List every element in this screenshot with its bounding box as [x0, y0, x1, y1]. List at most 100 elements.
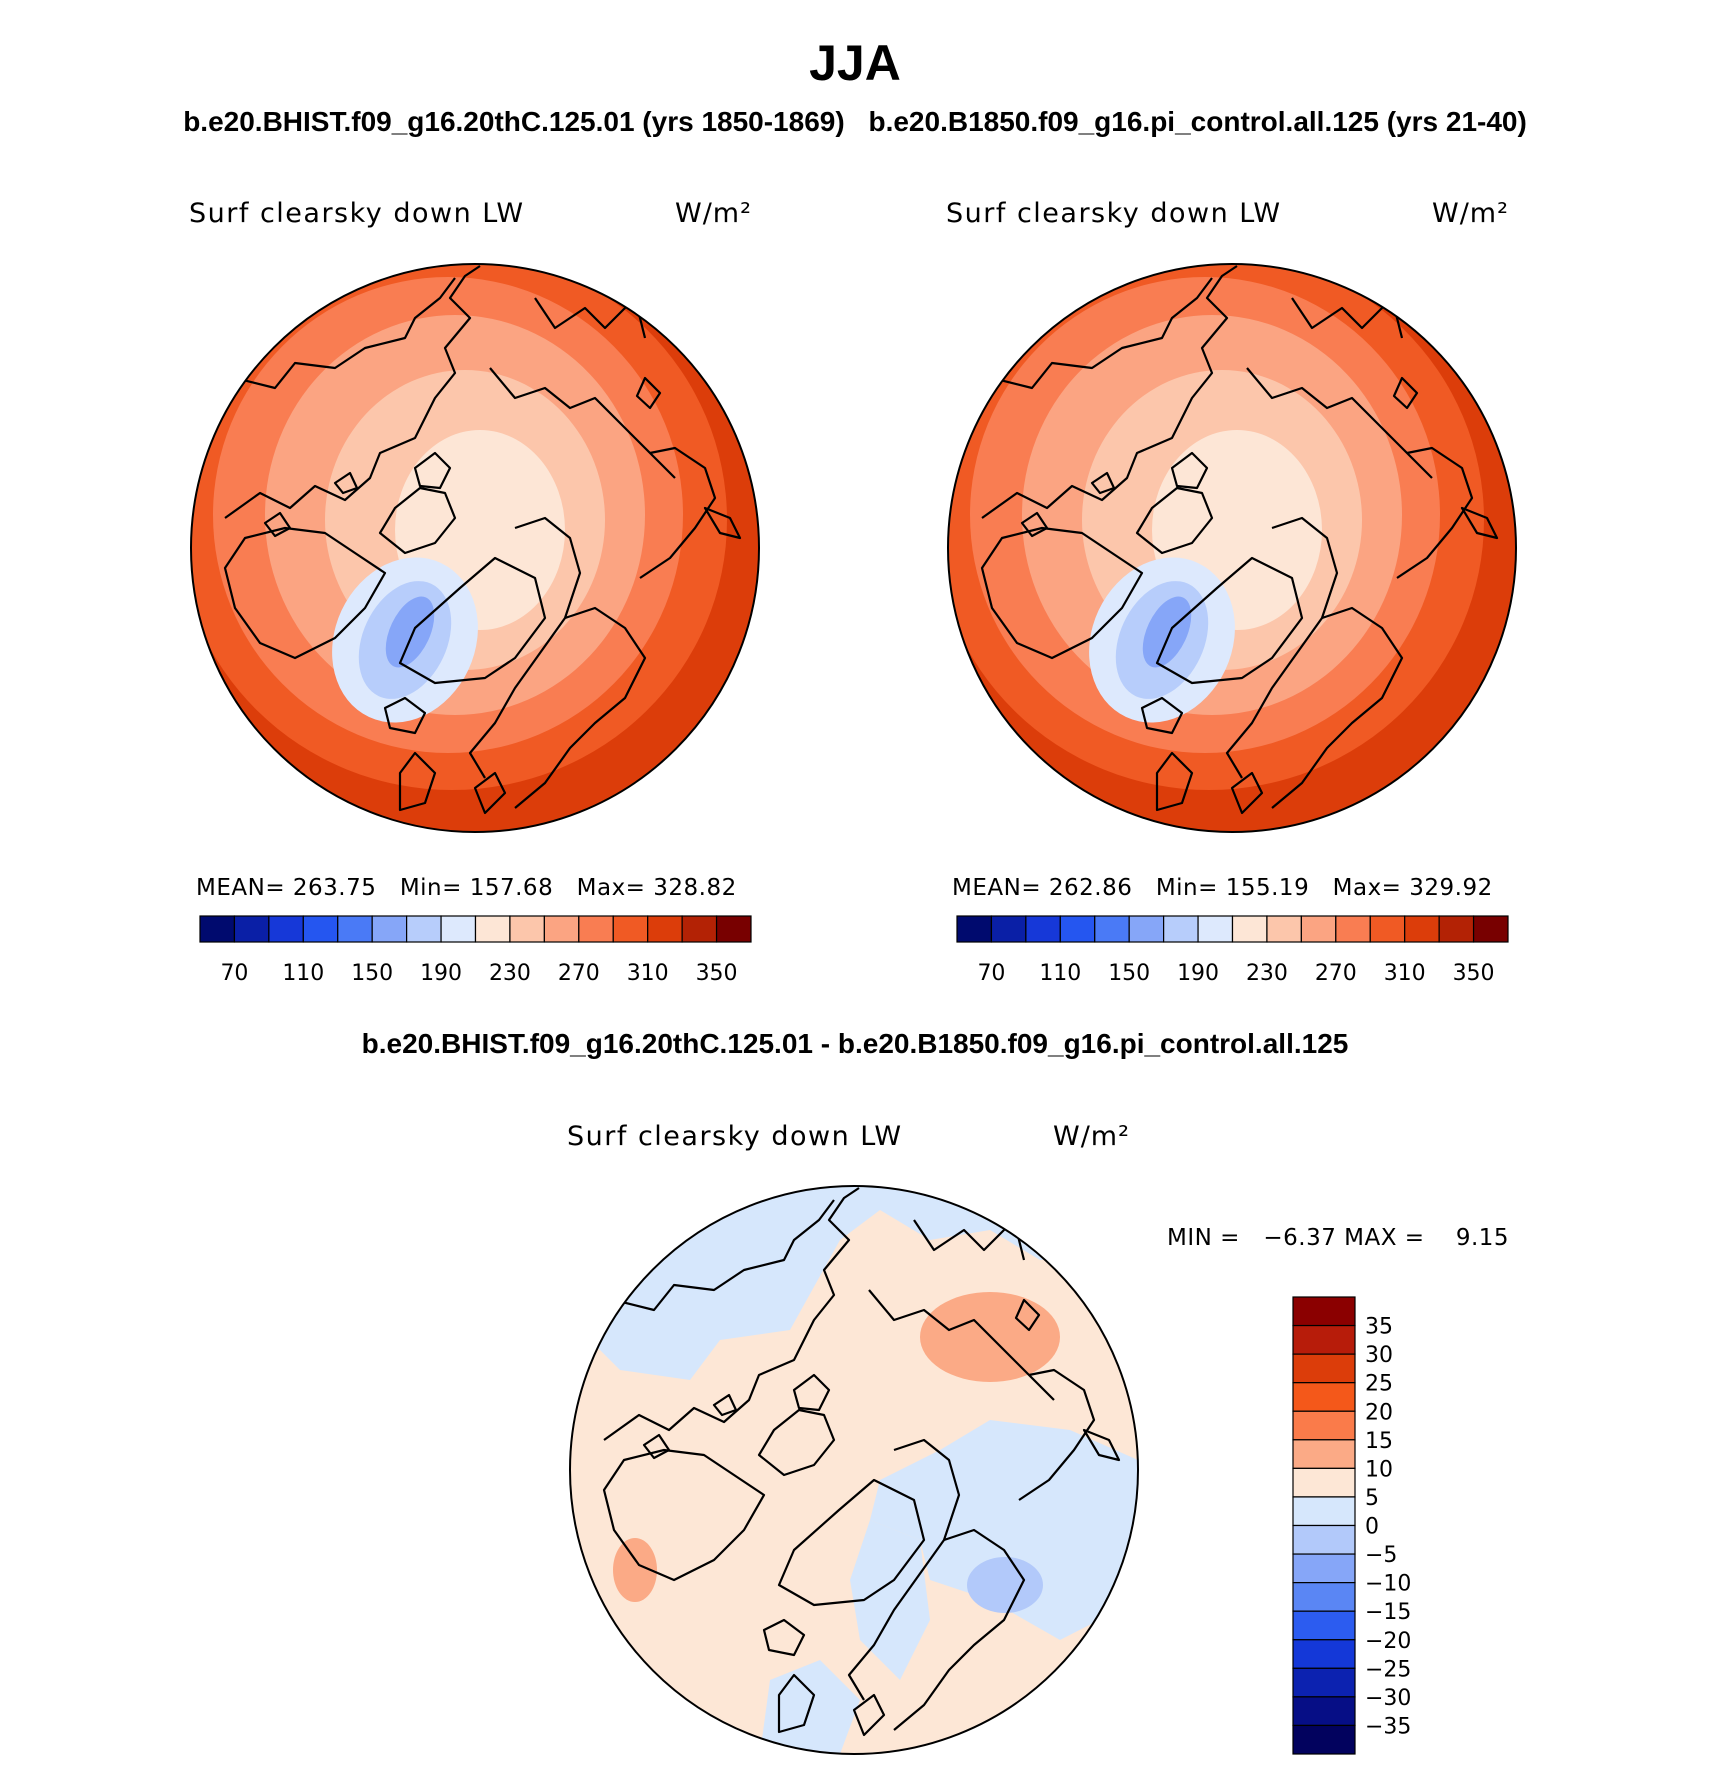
panel-1-stats: MEAN= 263.75 Min= 157.68 Max= 328.82 [196, 875, 737, 901]
case-b-name: b.e20.B1850.f09_g16.pi_control.all.125 (… [868, 106, 1527, 137]
colorbar-2-swatch [1197, 915, 1234, 943]
colorbar-diff-swatch [1292, 1639, 1356, 1669]
colorbar-diff-swatch [1292, 1496, 1356, 1527]
panel-2-units: W/m² [1432, 198, 1509, 229]
colorbar-diff-label: 10 [1365, 1457, 1393, 1482]
colorbar-2-swatch [1438, 915, 1475, 943]
colorbar-diff-label: 5 [1365, 1486, 1379, 1511]
colorbar-2-label: 270 [1315, 961, 1357, 986]
colorbar-2-swatch [990, 915, 1027, 943]
colorbar-diff-label: −25 [1365, 1657, 1411, 1682]
colorbar-2-swatch [1025, 915, 1061, 943]
colorbar-difference: 35 30 25 20 15 10 5 0 −5 −10 −15 −20 −25 −30 −35 [1292, 1296, 1411, 1755]
colorbar-1-swatch [268, 915, 304, 943]
panel-2-max: 329.92 [1409, 875, 1493, 901]
colorbar-diff-label: 25 [1365, 1372, 1393, 1397]
colorbar-1-swatch [612, 915, 649, 943]
colorbar-diff-swatch [1292, 1439, 1356, 1469]
colorbar-diff-label: −15 [1365, 1600, 1411, 1625]
diff-panel-variable: Surf clearsky down LW [567, 1121, 903, 1152]
panel-2-stats: MEAN= 262.86 Min= 155.19 Max= 329.92 [952, 875, 1493, 901]
colorbar-2-label: 150 [1108, 961, 1150, 986]
panel-1-variable: Surf clearsky down LW [189, 198, 525, 229]
colorbar-diff-swatch [1292, 1696, 1356, 1727]
colorbar-2-label: 350 [1453, 961, 1495, 986]
colorbar-diff-swatch [1292, 1610, 1356, 1641]
colorbar-2-label: 310 [1384, 961, 1426, 986]
colorbar-diff-label: −5 [1365, 1543, 1397, 1568]
diff-max: 9.15 [1455, 1225, 1510, 1251]
colorbar-diff-label: −10 [1365, 1572, 1411, 1597]
colorbar-diff-swatch [1292, 1324, 1356, 1355]
panel-1-mean: 263.75 [292, 875, 377, 901]
colorbar-2-label: 230 [1246, 961, 1288, 986]
colorbar-1-swatch [406, 915, 442, 943]
colorbar-2-label: 190 [1177, 961, 1219, 986]
colorbar-1-label: 190 [420, 961, 462, 986]
colorbar-panel-1: 70 110 150 190 230 270 310 350 [199, 915, 752, 986]
colorbar-diff-swatch [1292, 1724, 1356, 1755]
colorbar-2-swatch [1300, 915, 1337, 943]
diff-min: −6.37 [1263, 1225, 1337, 1251]
colorbar-panel-2: 70 110 150 190 230 270 310 350 [956, 915, 1509, 986]
colorbar-1-label: 70 [220, 961, 248, 986]
colorbar-1-swatch [371, 915, 408, 943]
difference-title: b.e20.BHIST.f09_g16.20thC.125.01 - b.e20… [361, 1028, 1349, 1059]
colorbar-diff-swatch [1292, 1353, 1356, 1384]
case-a-name: b.e20.BHIST.f09_g16.20thC.125.01 (yrs 18… [183, 106, 845, 137]
colorbar-diff-label: 30 [1365, 1343, 1393, 1368]
panel-2-variable: Surf clearsky down LW [946, 198, 1282, 229]
colorbar-diff-swatch [1292, 1467, 1356, 1498]
colorbar-diff-label: −20 [1365, 1629, 1411, 1654]
colorbar-1-swatch [337, 915, 373, 943]
colorbar-diff-label: −35 [1365, 1714, 1411, 1739]
colorbar-2-swatch [1163, 915, 1199, 943]
panel-2-min: 155.19 [1225, 875, 1310, 901]
colorbar-diff-swatch [1292, 1524, 1356, 1555]
colorbar-1-swatch [578, 915, 614, 943]
colorbar-diff-swatch [1292, 1382, 1356, 1412]
colorbar-diff-swatch [1292, 1553, 1356, 1584]
colorbar-diff-label: 35 [1365, 1315, 1393, 1340]
panel-2-mean: 262.86 [1048, 875, 1133, 901]
panel-1-units: W/m² [675, 198, 752, 229]
colorbar-1-swatch [647, 915, 683, 943]
colorbar-1-label: 230 [489, 961, 531, 986]
colorbar-1-label: 150 [351, 961, 393, 986]
colorbar-1-label: 110 [282, 961, 324, 986]
colorbar-2-swatch [1094, 915, 1130, 943]
colorbar-1-swatch [233, 915, 270, 943]
colorbar-1-swatch [509, 915, 545, 943]
colorbar-1-swatch [474, 915, 511, 943]
colorbar-1-label: 310 [627, 961, 669, 986]
colorbar-1-swatch [715, 915, 752, 943]
colorbar-diff-swatch [1292, 1582, 1356, 1612]
colorbar-2-swatch [1231, 915, 1268, 943]
colorbar-2-swatch [1404, 915, 1440, 943]
colorbar-2-swatch [1369, 915, 1406, 943]
colorbar-diff-swatch [1292, 1296, 1356, 1327]
colorbar-2-swatch [956, 915, 993, 943]
colorbar-1-label: 270 [558, 961, 600, 986]
colorbar-2-swatch [1266, 915, 1302, 943]
colorbar-1-swatch [440, 915, 477, 943]
colorbar-2-swatch [1472, 915, 1509, 943]
colorbar-diff-label: 15 [1365, 1429, 1393, 1454]
diff-panel-stats: MIN = −6.37 MAX = 9.15 [1167, 1225, 1510, 1251]
diff-panel-units: W/m² [1053, 1121, 1130, 1152]
colorbar-2-swatch [1335, 915, 1371, 943]
colorbar-2-label: 70 [977, 961, 1005, 986]
colorbar-diff-label: 0 [1365, 1515, 1379, 1540]
panel-1-max: 328.82 [653, 875, 737, 901]
colorbar-2-label: 110 [1039, 961, 1081, 986]
colorbar-1-swatch [681, 915, 718, 943]
case-names: b.e20.BHIST.f09_g16.20thC.125.01 (yrs 18… [0, 106, 1710, 138]
colorbar-2-swatch [1128, 915, 1165, 943]
colorbar-1-swatch [543, 915, 580, 943]
colorbar-1-label: 350 [696, 961, 738, 986]
colorbar-2-swatch [1059, 915, 1096, 943]
colorbar-1-swatch [302, 915, 339, 943]
colorbar-diff-label: 20 [1365, 1400, 1393, 1425]
colorbar-diff-swatch [1292, 1410, 1356, 1441]
